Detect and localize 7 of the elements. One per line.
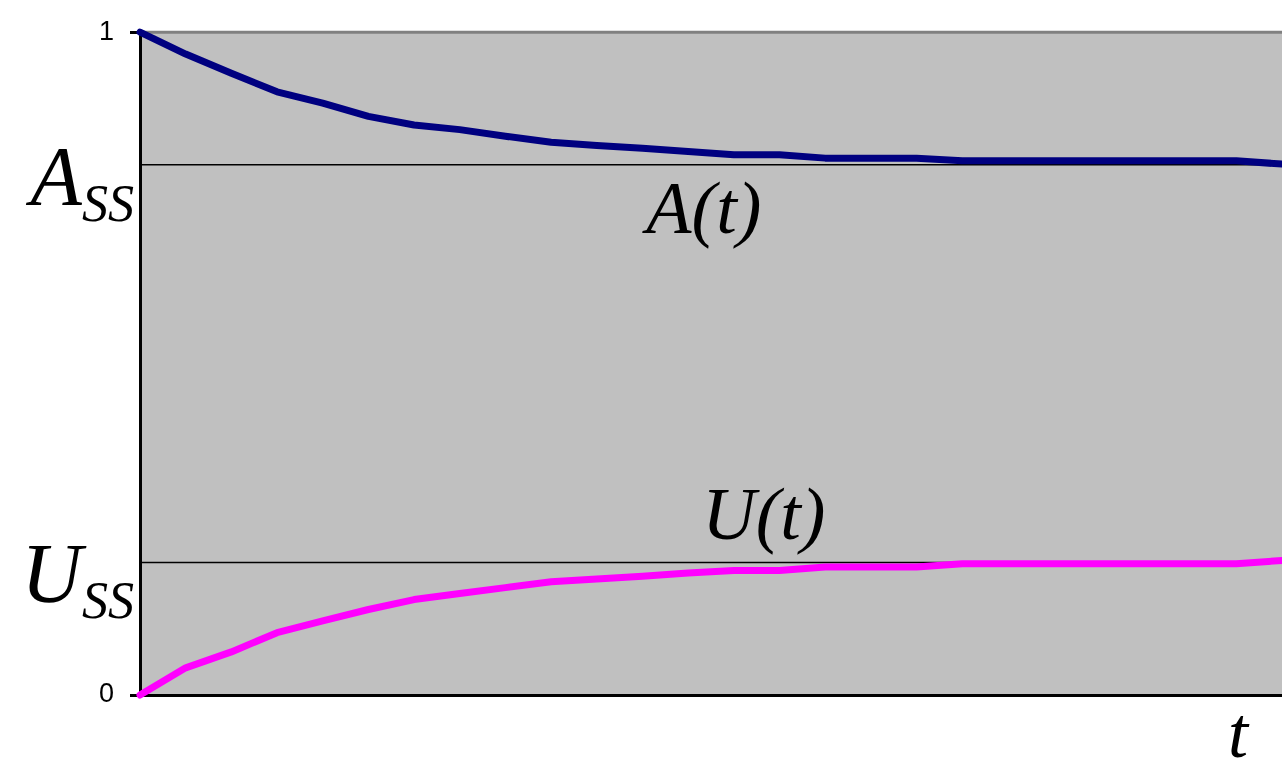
ref-line-label: U$_{SS}$: [20, 527, 134, 631]
y-tick-label: 0: [98, 678, 114, 709]
ref-line-label: A$_{SS}$: [25, 129, 134, 234]
series-label: U(t): [702, 473, 826, 556]
series-label: A(t): [641, 167, 762, 250]
y-tick-label: 1: [98, 15, 114, 46]
x-axis-title: t: [1227, 693, 1248, 765]
